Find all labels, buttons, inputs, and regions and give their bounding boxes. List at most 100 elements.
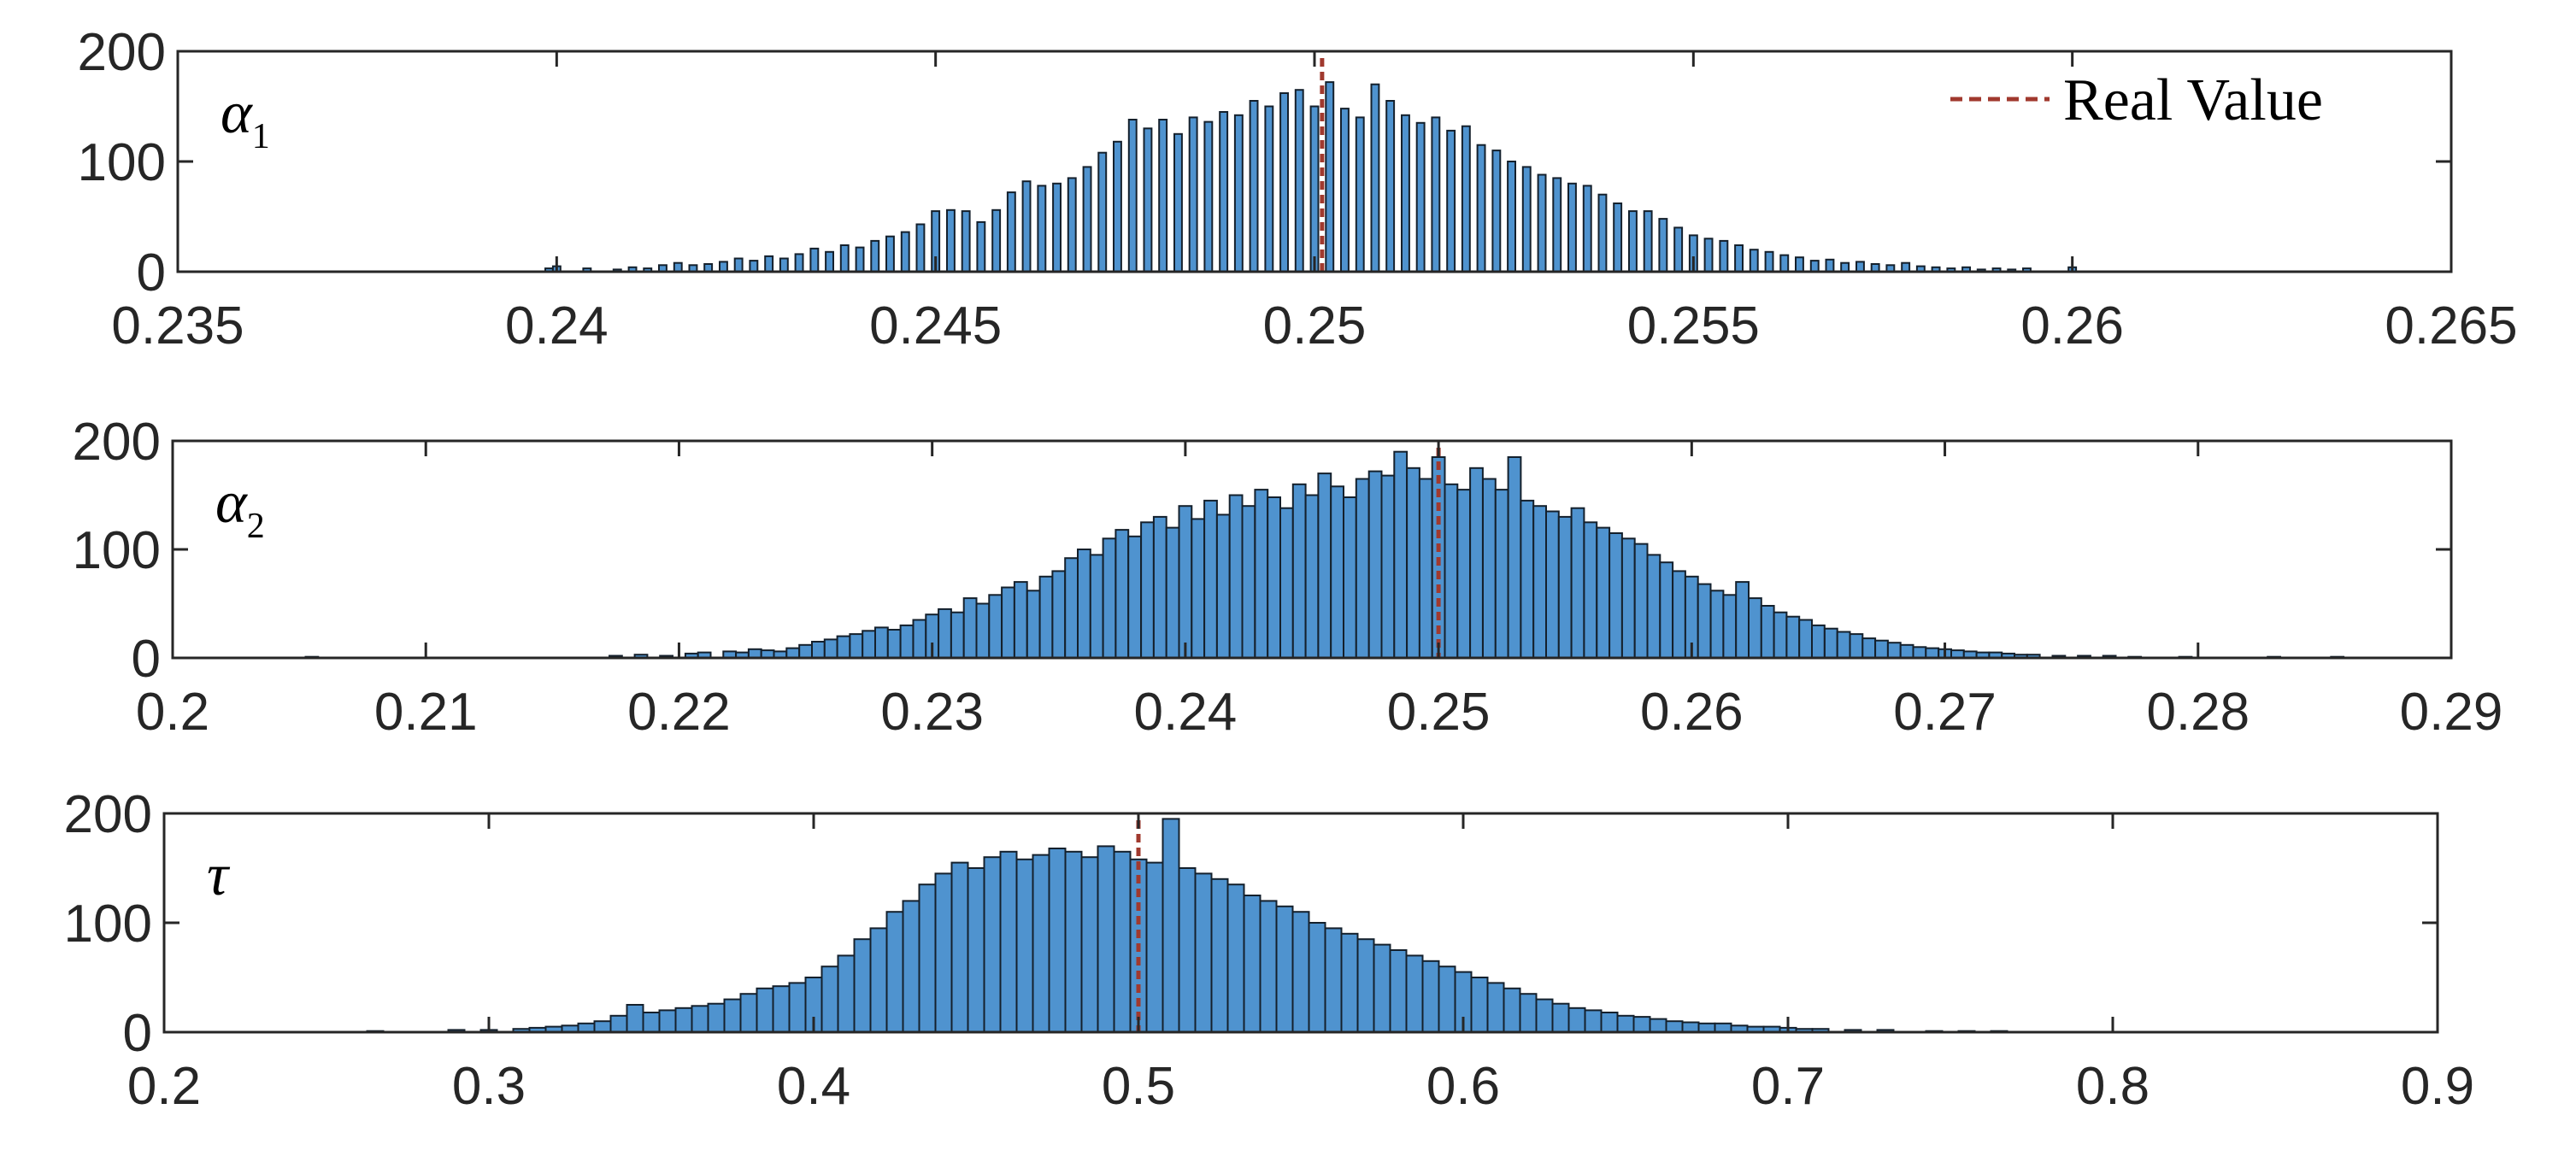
histogram-bar — [837, 954, 856, 1034]
x-tick-label: 0.2 — [136, 683, 209, 742]
x-tick-label: 0.8 — [2076, 1057, 2150, 1116]
histogram-bar — [1532, 505, 1547, 660]
histogram-bar — [1037, 185, 1047, 273]
histogram-bar — [1749, 249, 1759, 273]
histogram-bar — [811, 641, 826, 659]
histogram-bar — [1697, 583, 1712, 659]
histogram-bar — [1243, 895, 1262, 1033]
histogram-bar — [749, 260, 759, 273]
histogram-bar — [1267, 496, 1281, 659]
histogram-bar — [1609, 532, 1623, 659]
histogram-bar — [1113, 850, 1132, 1033]
histogram-bar — [809, 247, 820, 273]
histogram-bar — [1279, 507, 1294, 660]
histogram-bar — [1567, 182, 1577, 273]
histogram-bar — [1714, 1022, 1732, 1034]
histogram-bar — [626, 1004, 644, 1033]
histogram-bar — [1330, 485, 1344, 659]
histogram-bar — [1491, 150, 1502, 273]
histogram-bar — [1494, 489, 1509, 659]
histogram-bar — [1067, 177, 1077, 273]
histogram-bar — [1461, 125, 1471, 273]
histogram-bar — [1026, 590, 1041, 659]
x-tick-label: 0.24 — [1134, 683, 1238, 742]
histogram-bar — [975, 602, 991, 659]
histogram-bar — [885, 911, 904, 1033]
panel-tau: 0.2 0.3 0.4 0.5 0.6 0.7 0.8 0.9 0 100 200 τ — [64, 785, 2475, 1116]
histogram-bar — [1849, 633, 1864, 659]
histogram-bar — [1210, 877, 1229, 1034]
x-tick-label: 0.21 — [374, 683, 478, 742]
histogram-bar — [1719, 239, 1729, 273]
histogram-bar — [1373, 943, 1391, 1033]
parameter-label: α2 — [215, 470, 265, 546]
histogram-bar — [823, 638, 838, 660]
histogram-bar — [642, 1012, 661, 1033]
histogram-bar — [1178, 505, 1193, 660]
histogram-bar — [1080, 856, 1099, 1034]
histogram-bar — [1127, 535, 1142, 659]
histogram-bar — [1665, 1020, 1684, 1033]
histogram-bar — [1535, 998, 1554, 1033]
histogram-bar — [1760, 605, 1775, 659]
histogram-bar — [1798, 619, 1813, 659]
histogram-bar — [862, 630, 877, 660]
x-tick-label: 0.7 — [1751, 1057, 1825, 1116]
histogram-bar — [902, 900, 920, 1034]
histogram-bar — [1520, 499, 1535, 660]
histogram-bar — [1925, 647, 1940, 659]
histogram-bar — [1294, 89, 1304, 273]
histogram-bar — [1764, 250, 1774, 273]
histogram-bar — [1233, 114, 1244, 273]
histogram-bar — [1570, 507, 1585, 660]
histogram-bar — [1013, 581, 1028, 659]
x-tick-label: 0.25 — [1387, 683, 1491, 742]
histogram-bar — [899, 624, 915, 660]
x-tick-label: 0.6 — [1426, 1057, 1500, 1116]
histogram-bar — [1215, 514, 1231, 660]
histogram-bar — [1811, 624, 1826, 660]
histogram-bar — [1552, 177, 1562, 273]
x-tick-label: 0.22 — [627, 683, 731, 742]
x-tick-label: 0.27 — [1893, 683, 1997, 742]
x-tick-label: 0.24 — [505, 296, 609, 355]
histogram-bar — [1064, 557, 1079, 660]
histogram-bar — [1825, 258, 1835, 273]
histogram-bar — [1380, 474, 1396, 659]
histogram-bar — [733, 257, 744, 273]
histogram-bar — [1152, 515, 1167, 660]
histogram-bar — [988, 594, 1003, 659]
histogram-bar — [1077, 549, 1091, 659]
histogram-bar — [1856, 261, 1865, 273]
histogram-bar — [1444, 483, 1459, 659]
histogram-bar — [1584, 1009, 1603, 1034]
histogram-bar — [1343, 496, 1357, 659]
x-tick-label: 0.26 — [1640, 683, 1744, 742]
y-tick-label: 0 — [123, 1004, 152, 1063]
histogram-bar — [870, 239, 880, 273]
histogram-bar — [1886, 642, 1902, 660]
histogram-bar — [1912, 646, 1927, 659]
histogram-bar — [794, 253, 804, 273]
histogram-bar — [967, 867, 985, 1033]
histogram-bar — [1486, 982, 1505, 1034]
histogram-bar — [855, 246, 865, 273]
histogram-bar — [1596, 526, 1611, 659]
histogram-bar — [1356, 938, 1375, 1033]
histogram-bar — [918, 883, 937, 1033]
histogram-bar — [1418, 478, 1433, 659]
legend: Real Value — [1950, 67, 2323, 133]
histogram-bar — [1809, 260, 1820, 273]
histogram-bar — [1616, 1014, 1635, 1034]
histogram-bar — [1140, 521, 1155, 660]
histogram-bar — [1613, 202, 1623, 273]
histogram-bar — [1089, 554, 1104, 660]
histogram-bar — [991, 208, 1002, 273]
histogram-bar — [1519, 993, 1538, 1033]
x-tick-label: 0.29 — [2400, 683, 2503, 742]
histogram-bar — [1431, 116, 1441, 273]
histogram-bars — [304, 450, 2345, 660]
x-tick-label: 0.23 — [880, 683, 984, 742]
histogram-bar — [1340, 932, 1359, 1034]
y-tick-label: 200 — [73, 413, 161, 472]
